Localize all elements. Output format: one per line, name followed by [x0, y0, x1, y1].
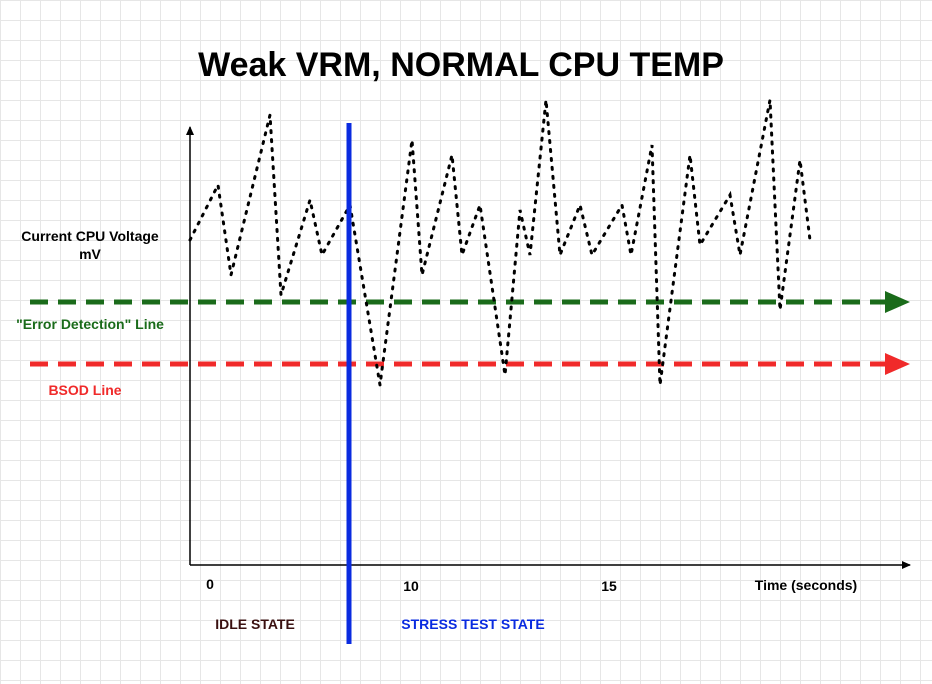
x-tick-label: 10	[403, 578, 419, 594]
title: Weak VRM, NORMAL CPU TEMP	[198, 46, 724, 84]
stress-state-label: STRESS TEST STATE	[401, 616, 544, 632]
error-detection-label: "Error Detection" Line	[16, 316, 164, 332]
bsod-arrow	[885, 353, 910, 375]
y-axis-label: mV	[79, 246, 101, 262]
voltage-trace	[188, 99, 812, 386]
x-tick-label: 0	[206, 576, 214, 592]
bsod-label: BSOD Line	[48, 382, 121, 398]
y-axis-label: Current CPU Voltage	[21, 228, 159, 244]
idle-state-label: IDLE STATE	[215, 616, 295, 632]
error-detection-arrow	[885, 291, 910, 313]
x-axis-label: Time (seconds)	[755, 577, 857, 593]
x-tick-label: 15	[601, 578, 617, 594]
